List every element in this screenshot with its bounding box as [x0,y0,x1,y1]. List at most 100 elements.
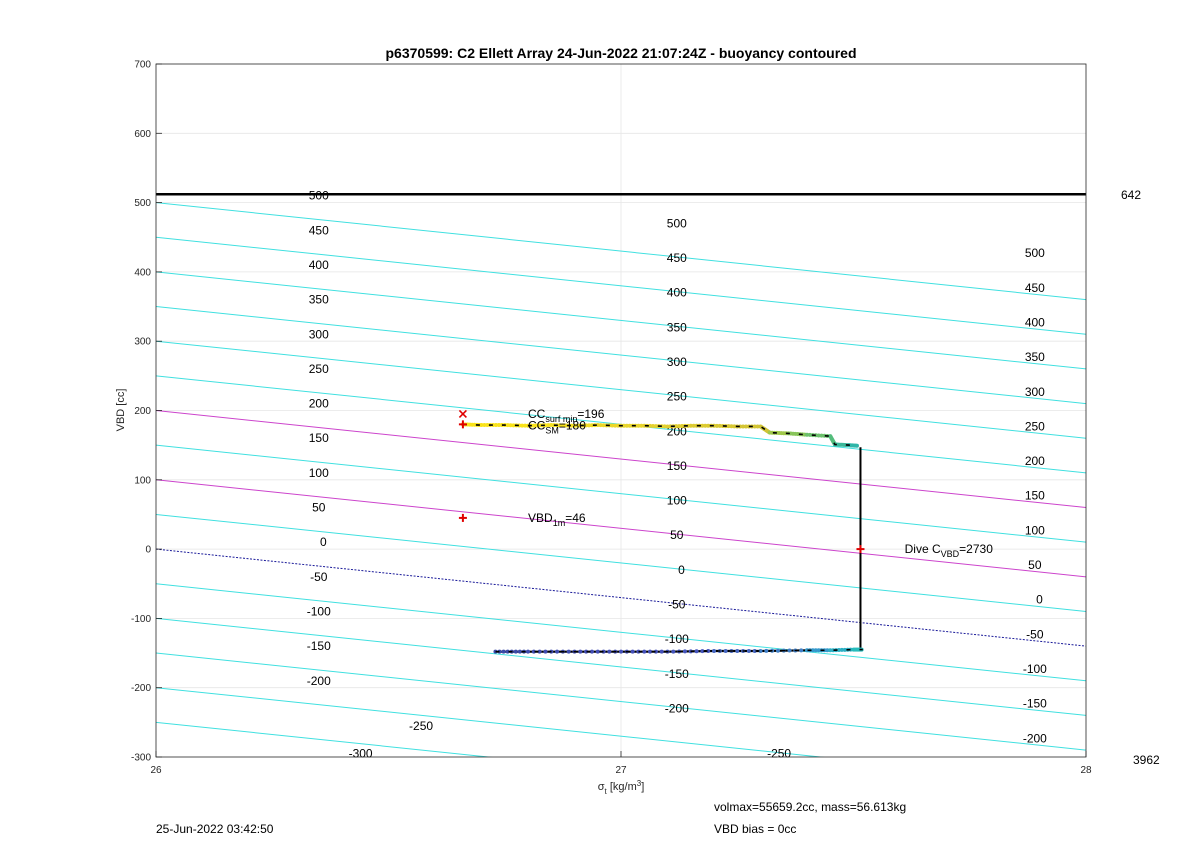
climb-trace-point [543,423,548,428]
y-tick-label: -100 [131,614,151,625]
contour-label: 50 [670,528,684,542]
contour-label: 50 [1028,558,1042,572]
y-tick-label: 400 [134,267,151,278]
sm-marker [458,420,467,429]
contour-line [156,202,1086,301]
contour-label: 100 [1025,523,1045,537]
vbd-1m-marker [458,513,467,522]
contour-label: -150 [307,639,331,653]
contour-label: -250 [409,719,433,733]
climb-trace-point [569,423,574,428]
surf-min-marker [458,409,467,419]
climb-trace-point [741,424,746,429]
climb-trace-point [520,423,525,428]
climb-trace-point [648,423,653,428]
contour-label: 200 [1025,454,1045,468]
contour-label: 100 [667,494,687,508]
dive-trace-point [700,649,705,654]
climb-trace-point [668,424,673,429]
climb-trace-point [688,423,693,428]
dive-trace-point [775,648,780,653]
dive-trace-point [706,649,711,654]
climb-trace-point [807,432,812,437]
climb-trace-point [546,423,551,428]
dive-trace-point [531,649,536,654]
contour-label: -150 [665,667,689,681]
dive-trace-point [735,648,740,653]
contour-line [156,236,1086,335]
contour-label: 450 [667,251,687,265]
contour-label: -50 [668,598,686,612]
x-axis-label-sup: 3 [637,779,642,788]
contour-label: -100 [665,632,689,646]
dive-trace-point [653,649,658,654]
climb-trace-point [650,424,655,429]
contour-line [156,306,1086,405]
climb-trace-point [752,424,757,429]
dive-trace-point [589,649,594,654]
dive-trace-point [584,649,589,654]
dive-traces [156,193,1086,654]
climb-trace-point [517,423,522,428]
climb-trace-point [485,423,490,428]
climb-trace-point [491,423,496,428]
buoyancy-contours [156,202,1086,757]
contour-line [156,513,1086,612]
y-tick-label: -300 [131,753,151,764]
climb-trace-point [560,423,565,428]
dive-trace-point [671,649,676,654]
dive-trace-point [787,648,792,653]
climb-trace-point [624,423,629,428]
dive-trace-point [517,649,522,654]
climb-trace-point [621,423,626,428]
climb-trace-point [482,423,487,428]
dive-trace-point [619,649,623,654]
climb-trace-point [822,433,827,438]
climb-trace-point [680,424,685,429]
climb-trace-point [726,424,731,429]
contour-label: -200 [665,701,689,715]
contour-label: 150 [1025,489,1045,503]
dive-trace-point [746,648,751,653]
climb-trace-point [755,424,760,429]
dive-trace-point [648,649,653,654]
dive-trace-point [526,649,530,654]
climb-trace-point [854,443,859,448]
contour-label: 0 [678,563,685,577]
x-axis-label: σt [kg/m3] [598,779,645,796]
climb-trace-point [531,423,536,428]
dive-trace-point [513,649,518,654]
climb-trace-point [575,423,580,428]
y-tick-label: 200 [134,406,151,417]
climb-trace-point [732,424,737,429]
climb-trace-point [610,423,615,428]
dive-trace-point [636,649,641,654]
climb-trace-point [674,424,679,429]
dive-trace-point [601,649,606,654]
x-axis-label-close: ] [641,781,644,793]
dive-trace-point [501,649,506,654]
dive-trace-point [805,648,809,653]
x-axis-label-sub: t [605,787,608,796]
vbd-max-label: 642 [1121,188,1141,202]
climb-trace-point [662,424,667,429]
climb-trace-point [505,423,510,428]
dive-trace-point [712,648,716,653]
y-tick-label: 100 [134,475,151,486]
contour-label: 250 [667,390,687,404]
dive-trace-point [537,649,542,654]
dive-trace-point [493,649,498,654]
contour-label: 500 [667,216,687,230]
climb-trace-point [613,423,618,428]
contour-line [156,444,1086,543]
contour-label: -300 [349,747,373,761]
climb-trace-point [743,424,748,429]
climb-trace-point [714,423,719,428]
contour-line [156,340,1086,439]
contour-label: 50 [312,501,326,515]
contour-label: 400 [1025,315,1045,329]
dive-trace-point [836,648,841,653]
contour-label: 350 [667,320,687,334]
